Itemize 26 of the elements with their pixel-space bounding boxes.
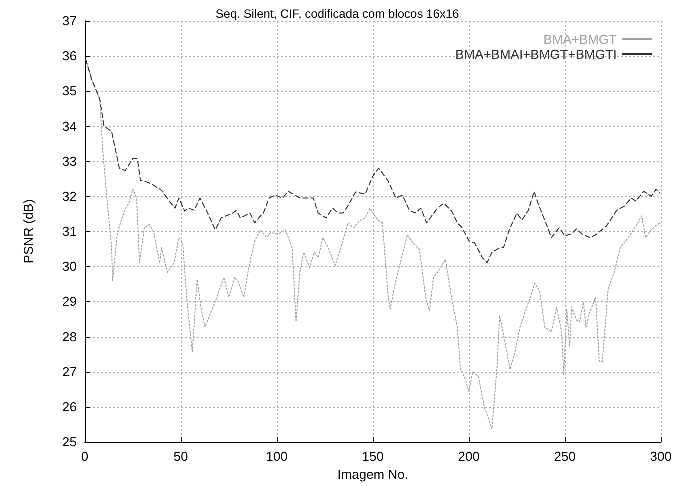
x-tick-label: 250: [554, 449, 576, 464]
x-tick-label: 50: [174, 449, 188, 464]
y-tick-label: 35: [62, 84, 77, 99]
y-tick-label: 25: [62, 434, 77, 450]
x-tick-label: 100: [266, 449, 288, 464]
legend-label: BMA+BMAI+BMGT+BMGTI: [456, 47, 617, 62]
y-tick-label: 36: [62, 48, 77, 64]
y-tick-label: 28: [62, 329, 77, 344]
y-tick-label: 27: [62, 364, 77, 380]
line-series: [85, 59, 661, 264]
y-tick-label: 26: [62, 400, 77, 415]
y-tick-label: 37: [62, 14, 77, 28]
x-tick-label: 200: [458, 449, 480, 464]
x-tick-label: 0: [81, 449, 89, 464]
x-tick-label: 150: [362, 449, 384, 464]
y-tick-label: 32: [62, 188, 77, 204]
x-tick-label: 300: [650, 449, 672, 464]
y-tick-label: 30: [62, 259, 77, 274]
y-tick-label: 29: [62, 294, 77, 310]
y-tick-label: 31: [62, 224, 77, 240]
y-tick-label: 33: [62, 154, 77, 169]
x-axis-title: Imagem No.: [338, 467, 408, 482]
y-tick-label: 34: [62, 118, 77, 134]
y-axis-title: PSNR (dB): [21, 199, 36, 264]
chart-title: Seq. Silent, CIF, codificada com blocos 16x16: [216, 7, 460, 21]
legend-label: BMA+BMGT: [544, 32, 618, 47]
